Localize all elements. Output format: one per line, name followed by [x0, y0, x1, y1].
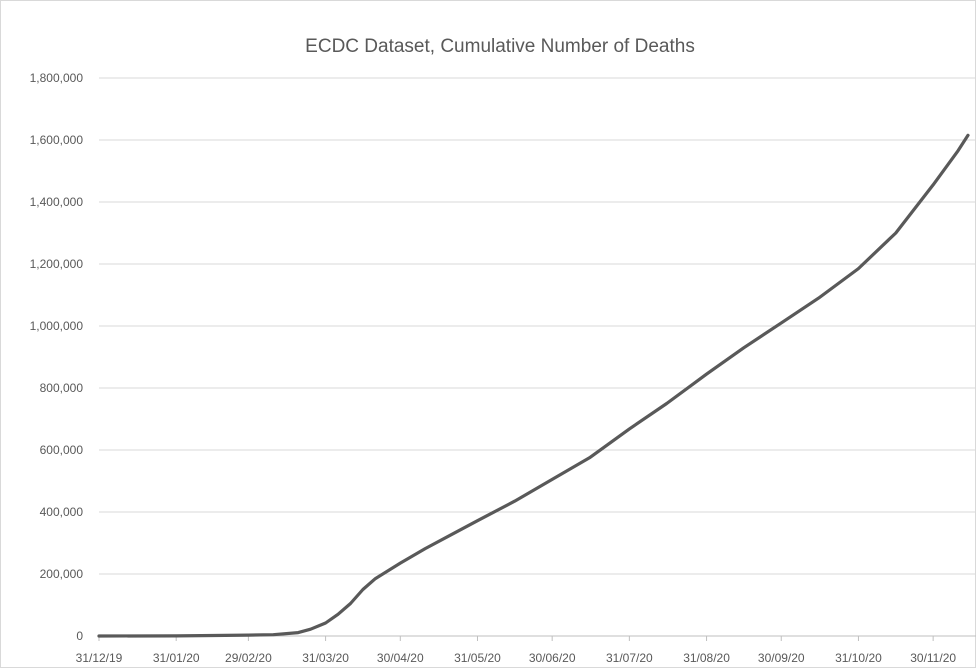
x-tick-label: 30/11/20	[910, 651, 956, 665]
x-axis-ticks: 31/12/19 31/01/20 29/02/20 31/03/20 30/04/20…	[76, 636, 956, 665]
x-tick-label: 30/06/20	[529, 651, 576, 665]
x-tick-label: 30/04/20	[377, 651, 424, 665]
x-tick-label: 31/10/20	[835, 651, 882, 665]
y-tick-label: 400,000	[40, 505, 84, 519]
x-tick-label: 31/03/20	[302, 651, 349, 665]
series-line	[97, 133, 970, 638]
y-tick-label: 1,400,000	[30, 195, 84, 209]
x-tick-label: 31/05/20	[454, 651, 501, 665]
x-tick-label: 31/07/20	[606, 651, 653, 665]
chart-title: ECDC Dataset, Cumulative Number of Death…	[305, 36, 695, 57]
x-tick-label: 30/09/20	[758, 651, 805, 665]
y-tick-label: 1,800,000	[30, 71, 84, 85]
y-tick-label: 1,600,000	[30, 133, 84, 147]
y-tick-label: 800,000	[40, 381, 84, 395]
y-tick-label: 200,000	[40, 567, 84, 581]
x-tick-label: 29/02/20	[225, 651, 272, 665]
x-tick-label: 31/12/19	[76, 651, 123, 665]
y-axis-ticks: 0 200,000 400,000 600,000 800,000 1,000,000 1,…	[30, 71, 84, 643]
y-tick-label: 0	[76, 629, 83, 643]
grid-lines	[99, 77, 976, 575]
x-tick-label: 31/08/20	[683, 651, 730, 665]
y-tick-label: 1,000,000	[30, 319, 84, 333]
y-tick-label: 600,000	[40, 443, 84, 457]
x-tick-label: 31/01/20	[153, 651, 200, 665]
y-tick-label: 1,200,000	[30, 257, 84, 271]
